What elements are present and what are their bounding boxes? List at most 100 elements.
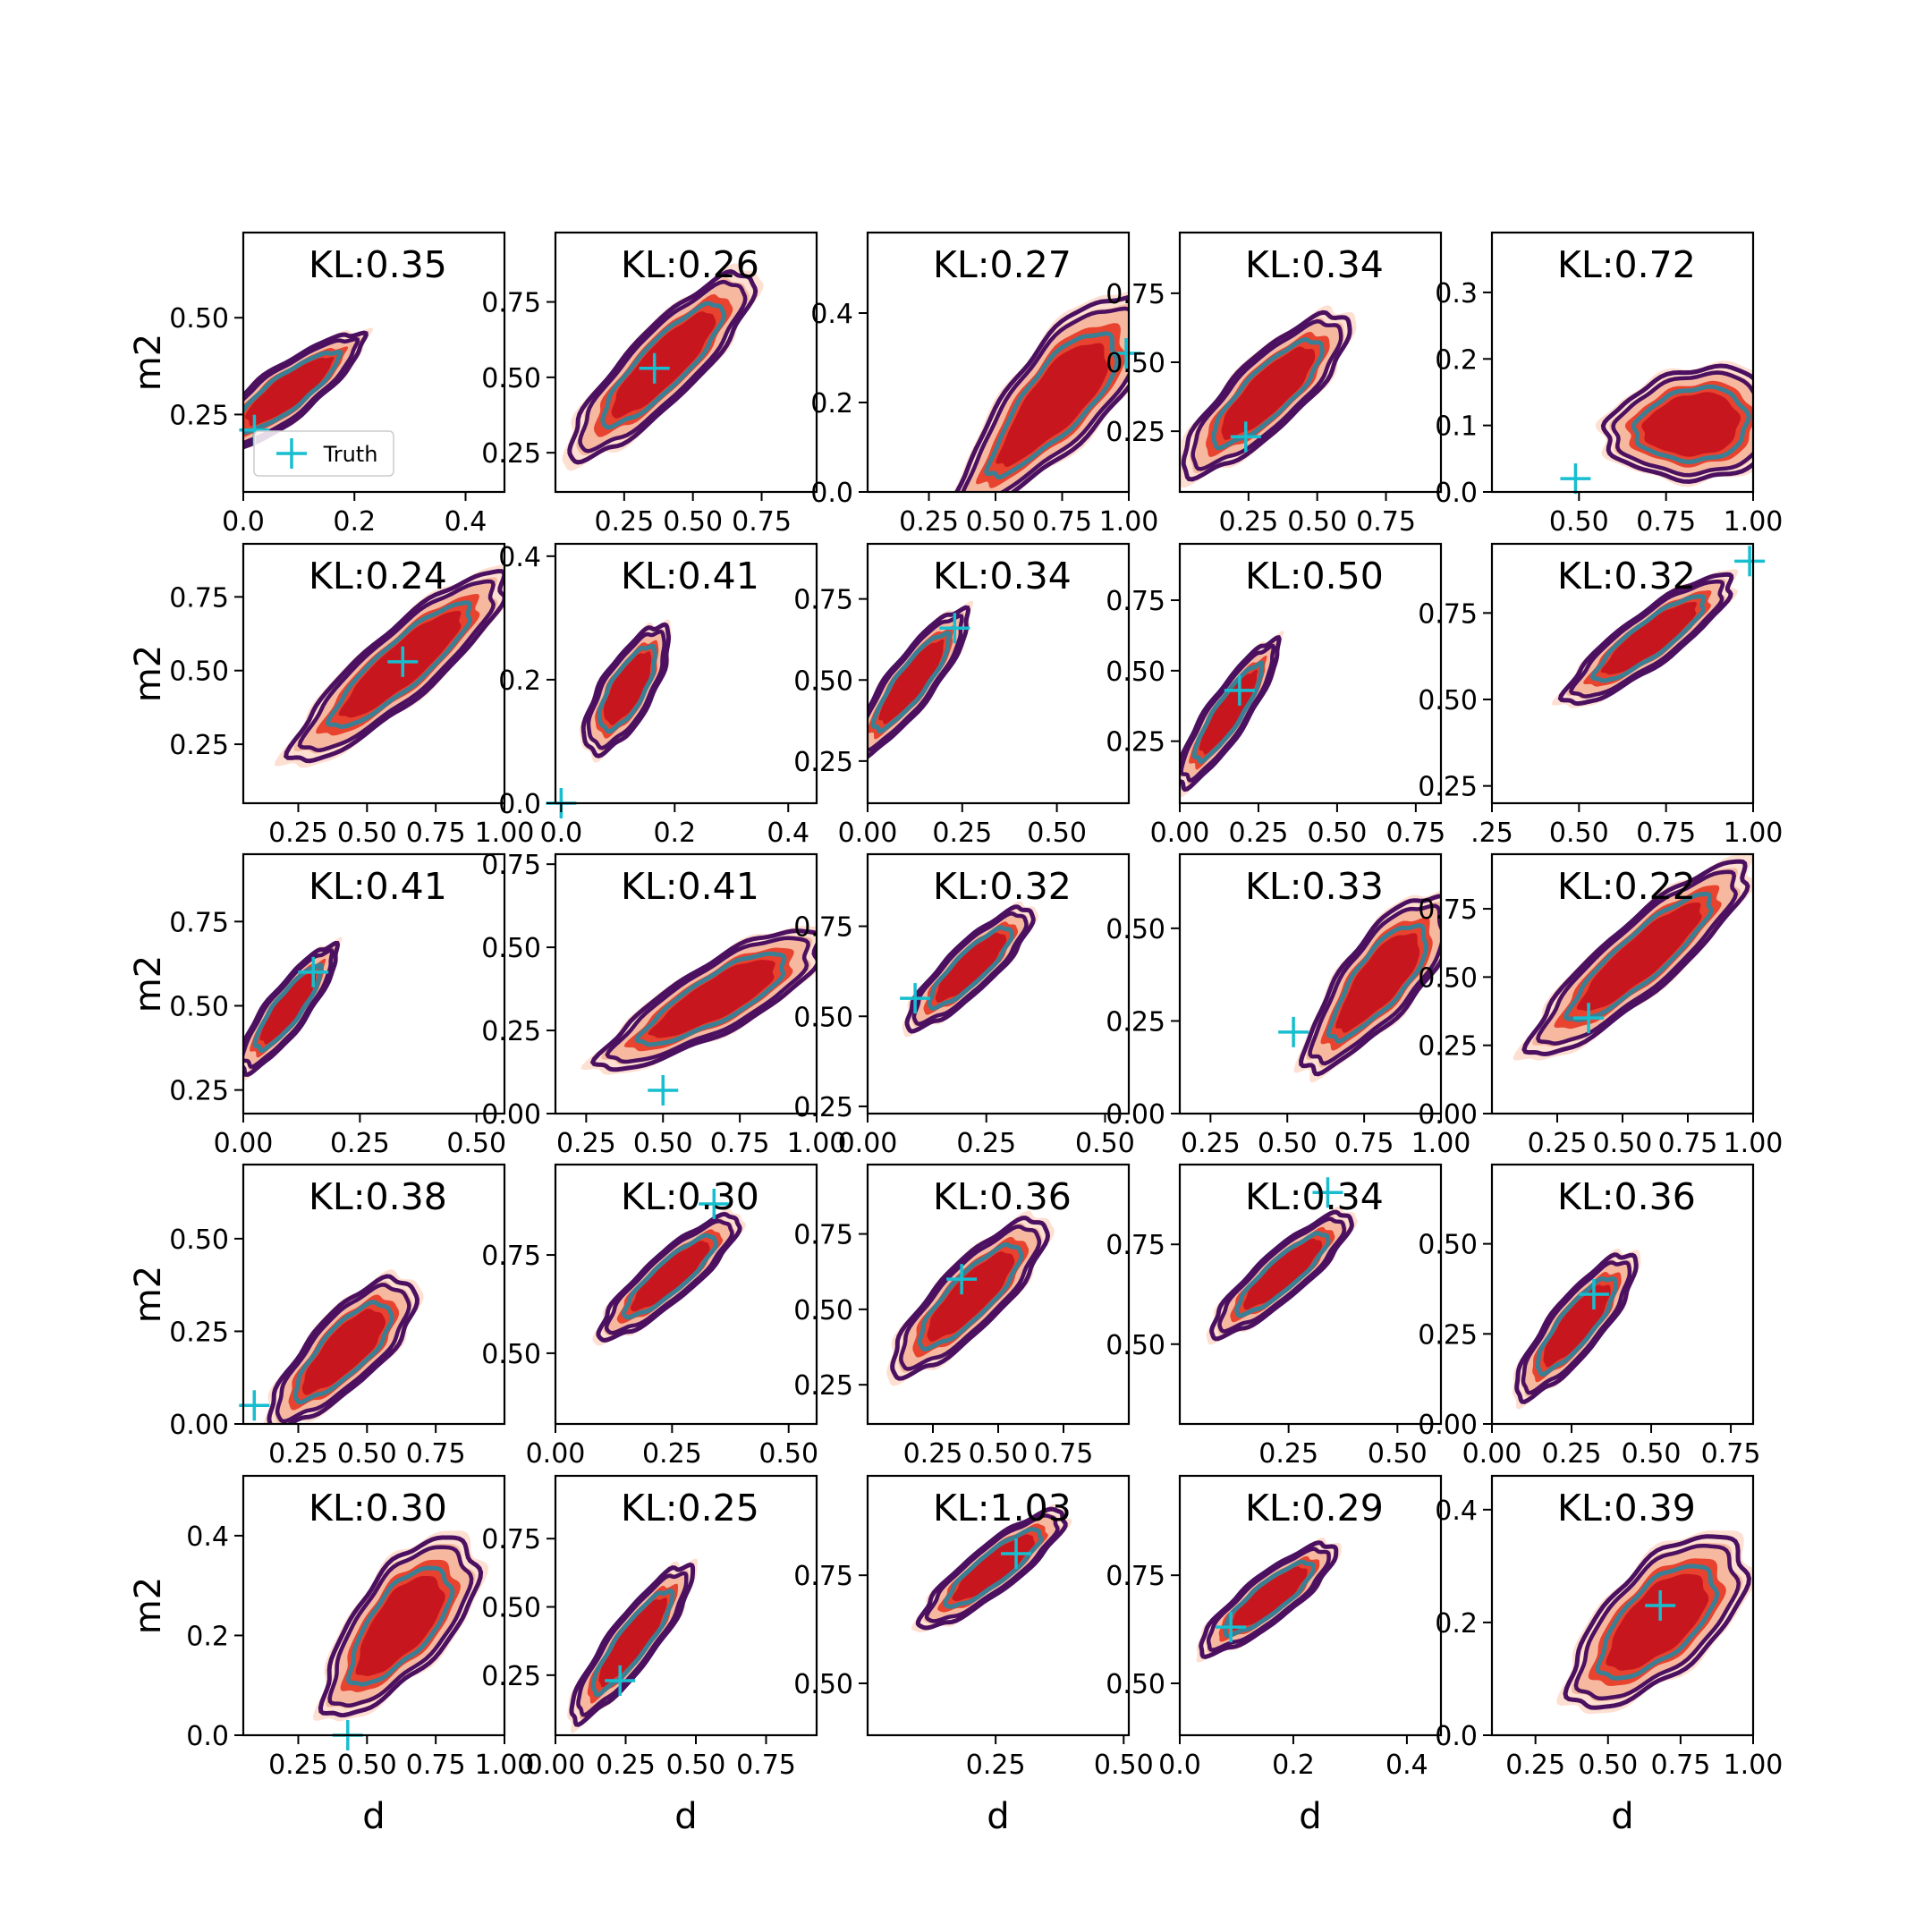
truth-marker <box>639 352 670 384</box>
truth-marker <box>1230 421 1261 453</box>
axes-frame <box>1178 1474 1443 1737</box>
density-fill-core <box>1335 933 1420 1033</box>
kl-annotation: KL:0.72 <box>1557 243 1696 286</box>
y-tick-label: 0.50 <box>481 933 541 964</box>
density-fill-core <box>355 1576 445 1676</box>
y-tick-label: 0.50 <box>169 657 229 688</box>
contour-layer <box>274 564 504 768</box>
axes-frame <box>1178 1163 1443 1426</box>
contour-layer <box>886 1210 1055 1386</box>
kl-annotation: KL:0.39 <box>1557 1487 1696 1530</box>
contour-inner <box>984 331 1120 480</box>
contour-second <box>605 936 810 1064</box>
contour-layer <box>1595 360 1753 487</box>
kl-annotation: KL:0.24 <box>309 555 447 597</box>
contour-layer <box>580 926 817 1075</box>
contour-inner <box>1222 1559 1316 1639</box>
contour-outer <box>267 1274 420 1424</box>
contour-inner <box>1326 923 1428 1044</box>
truth-marker <box>1001 1538 1032 1569</box>
y-tick-label: 0.50 <box>793 1002 853 1033</box>
x-tick-label: 0.2 <box>333 506 376 538</box>
contour-second <box>586 629 666 750</box>
truth-marker <box>946 1264 978 1295</box>
contour-outer <box>580 622 672 758</box>
x-tick-label: 0.25 <box>1258 1438 1318 1470</box>
x-axis-label: d <box>1299 1796 1321 1837</box>
x-tick-label: 0.50 <box>1308 818 1368 849</box>
axes-frame <box>1490 1474 1755 1737</box>
contour-layer <box>1556 1530 1753 1715</box>
truth-marker <box>1224 674 1255 706</box>
x-axis-label: d <box>674 1796 697 1837</box>
kl-annotation: KL:0.34 <box>1245 1175 1384 1218</box>
panel-5-1: 0.25 0.50 0.75 1.00 0.0 0.2 0.4 KL:0.30 m2 d <box>128 1474 534 1837</box>
contour-outer <box>569 1562 696 1727</box>
kl-annotation: KL:0.36 <box>933 1175 1072 1218</box>
axes-frame <box>554 852 818 1115</box>
axes-frame <box>554 542 818 805</box>
panel-2-4: 0.00 0.25 0.50 0.75 0.25 0.50 0.75 KL:0.50 <box>1106 542 1445 849</box>
kl-annotation: KL:0.32 <box>1557 555 1696 597</box>
contour-outer <box>1557 572 1734 707</box>
x-tick-label: .25 <box>1470 818 1513 849</box>
kl-annotation: KL:0.25 <box>621 1487 759 1530</box>
contour-layer <box>567 1558 699 1733</box>
axes-frame <box>866 542 1131 805</box>
y-tick-label: 0.75 <box>1106 279 1165 310</box>
panel-5-3: 0.25 0.50 0.50 0.75 KL:1.03 d <box>793 1474 1154 1837</box>
contour-outer <box>243 940 341 1077</box>
truth-marker <box>699 1188 730 1219</box>
truth-marker <box>1734 546 1766 577</box>
x-tick-label: 0.00 <box>1462 1438 1522 1470</box>
x-tick-label: 0.50 <box>633 1128 693 1159</box>
x-tick-label: 0.00 <box>526 1750 586 1781</box>
contour-inner <box>345 1565 455 1687</box>
y-tick-label: 0.2 <box>810 388 853 419</box>
x-tick-label: 0.50 <box>1368 1438 1428 1470</box>
x-tick-label: 0.00 <box>838 1128 898 1159</box>
density-fill-core <box>259 970 317 1045</box>
contour-outer <box>1521 859 1750 1057</box>
kl-annotation: KL:0.35 <box>309 243 447 286</box>
axes-frame <box>1490 542 1755 805</box>
kl-annotation: KL:0.36 <box>1557 1175 1696 1218</box>
panel-3-2: 0.25 0.50 0.75 1.00 0.00 0.25 0.50 0.75 KL:0.41 <box>481 850 846 1159</box>
x-tick-label: 0.75 <box>1034 1438 1094 1470</box>
x-tick-label: 0.0 <box>1158 1750 1201 1781</box>
contour-inner <box>252 962 324 1053</box>
contour-second <box>1573 1543 1741 1701</box>
y-tick-label: 0.50 <box>1106 914 1165 945</box>
y-tick-label: 0.00 <box>1418 1099 1478 1131</box>
y-tick-label: 0.25 <box>169 730 229 761</box>
density-fill-core <box>1600 602 1697 675</box>
x-tick-label: 0.50 <box>446 1128 506 1159</box>
y-tick-label: 0.50 <box>793 665 853 697</box>
y-tick-label: 0.00 <box>1106 1099 1165 1131</box>
x-tick-label: 0.50 <box>1549 818 1609 849</box>
contour-second <box>1521 1260 1632 1395</box>
x-tick-label: 0.0 <box>539 818 582 849</box>
truth-marker <box>1573 1003 1605 1034</box>
contour-layer <box>243 327 373 450</box>
contour-second <box>1180 643 1276 783</box>
x-tick-label: 0.50 <box>758 1438 818 1470</box>
x-tick-label: 0.75 <box>1335 1128 1394 1159</box>
x-tick-label: 0.2 <box>1272 1750 1315 1781</box>
contour-second <box>911 911 1029 1026</box>
x-tick-label: 0.25 <box>1505 1750 1565 1781</box>
y-tick-label: 0.2 <box>1435 1608 1478 1640</box>
contour-second <box>1191 318 1343 471</box>
contour-inner <box>590 1589 675 1698</box>
y-tick-label: 0.50 <box>1418 1230 1478 1261</box>
x-tick-label: 0.4 <box>1385 1750 1428 1781</box>
x-axis-label: d <box>1611 1796 1633 1837</box>
axes-frame <box>1178 542 1443 805</box>
contour-inner <box>1595 1563 1720 1681</box>
y-tick-label: 0.75 <box>481 1241 541 1272</box>
x-tick-label: 0.75 <box>736 1750 796 1781</box>
contour-second <box>578 279 748 453</box>
contour-layer <box>1551 569 1739 708</box>
y-tick-label: 0.75 <box>169 582 229 614</box>
contour-second <box>924 1513 1060 1623</box>
